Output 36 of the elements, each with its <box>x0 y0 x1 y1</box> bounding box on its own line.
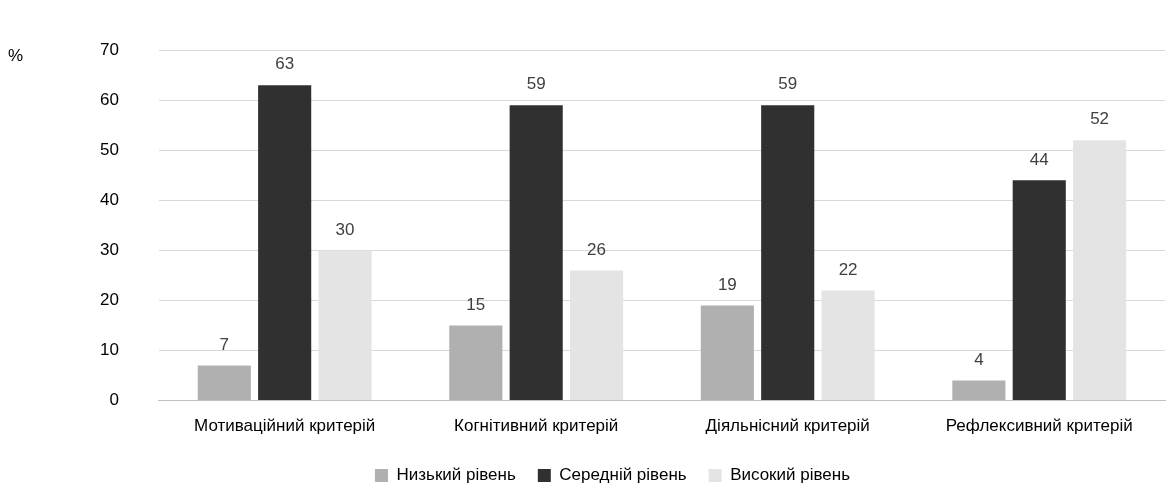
bar <box>952 380 1006 401</box>
data-label: 15 <box>466 294 486 314</box>
x-tick-label: Рефлексивний критерій <box>945 416 1133 436</box>
data-label: 4 <box>974 349 984 369</box>
data-label: 30 <box>335 219 355 239</box>
bar <box>509 105 563 401</box>
y-tick-label: 10 <box>99 340 119 360</box>
legend-label: Низький рівень <box>396 465 516 485</box>
y-tick-label: 0 <box>109 390 119 410</box>
x-tick-label: Мотиваційний критерій <box>194 416 376 436</box>
x-tick-label: Когнітивний критерій <box>454 416 619 436</box>
legend-label: Середній рівень <box>559 465 687 485</box>
bar <box>700 305 754 401</box>
y-axis-title: % <box>8 45 24 65</box>
data-label: 22 <box>838 259 858 279</box>
bar <box>1012 180 1066 401</box>
bar <box>197 365 251 401</box>
data-label: 59 <box>526 74 546 94</box>
y-tick-label: 60 <box>99 89 119 109</box>
data-label: 59 <box>778 74 798 94</box>
data-label: 63 <box>275 54 295 74</box>
y-tick-label: 70 <box>99 39 119 59</box>
data-label: 26 <box>587 239 607 259</box>
y-tick-label: 50 <box>99 140 119 159</box>
data-label: 19 <box>717 274 737 294</box>
y-tick-label: 20 <box>99 290 119 310</box>
bar <box>761 105 815 401</box>
y-tick-label: 40 <box>99 190 119 210</box>
bar <box>258 85 312 401</box>
data-label: 52 <box>1090 109 1110 129</box>
legend-label: Високий рівень <box>730 465 851 485</box>
bar <box>449 325 503 401</box>
y-tick-label: 30 <box>99 240 119 260</box>
x-tick-label: Діяльнісний критерій <box>705 416 870 436</box>
data-label: 7 <box>219 334 230 354</box>
data-label: 44 <box>1029 149 1049 169</box>
